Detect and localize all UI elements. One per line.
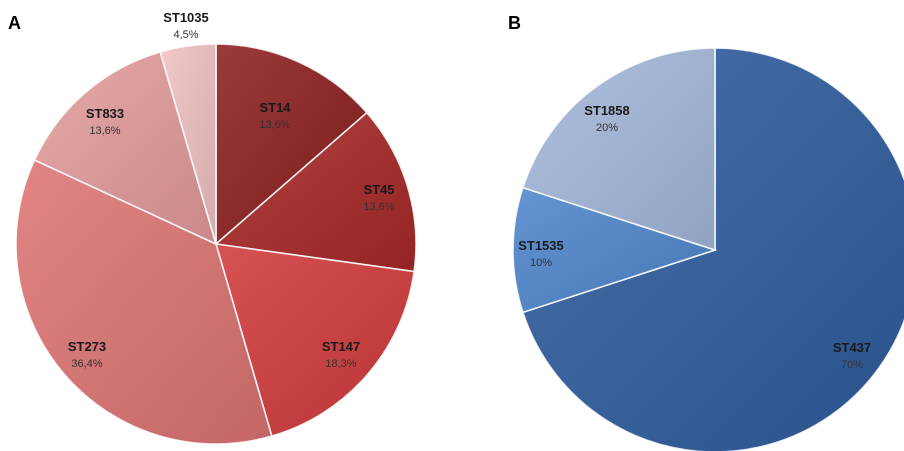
pie-chart-b: ST437 70% ST1535 10% ST1858 20% bbox=[512, 47, 904, 451]
slice-label-st1858: ST1858 bbox=[584, 103, 630, 118]
slice-percent-st1035: 4,5% bbox=[173, 29, 198, 41]
pie-slice-st14 bbox=[215, 43, 368, 246]
slice-percent-st147: 18,3% bbox=[325, 358, 356, 370]
slice-percent-st1858: 20% bbox=[596, 122, 618, 134]
pie-chart-a: ST14 13,6% ST45 13,6% ST147 18,3% ST273 36,4% ST… bbox=[15, 10, 417, 445]
slice-label-st147: ST147 bbox=[322, 339, 360, 354]
slice-label-st833: ST833 bbox=[86, 106, 124, 121]
slice-label-st14: ST14 bbox=[259, 100, 291, 115]
pie-slice-st45 bbox=[214, 111, 417, 273]
pie-slice-st273 bbox=[15, 158, 273, 445]
slice-percent-st45: 13,6% bbox=[363, 201, 394, 213]
pie-slice-st147 bbox=[214, 243, 415, 438]
panel-b-letter: B bbox=[508, 13, 521, 33]
slice-percent-st273: 36,4% bbox=[71, 358, 102, 370]
slice-label-st1035: ST1035 bbox=[163, 10, 209, 25]
slice-percent-st437: 70% bbox=[841, 359, 863, 371]
slice-percent-st14: 13,6% bbox=[259, 119, 290, 131]
pie-slice-st1535 bbox=[512, 186, 718, 314]
slice-label-st273: ST273 bbox=[68, 339, 106, 354]
slice-label-st1535: ST1535 bbox=[518, 238, 564, 253]
slice-label-st437: ST437 bbox=[833, 340, 871, 355]
pie-slice-st1858 bbox=[521, 47, 716, 252]
slice-percent-st1535: 10% bbox=[530, 257, 552, 269]
pie-slice-st833 bbox=[33, 50, 218, 246]
slice-percent-st833: 13,6% bbox=[89, 125, 120, 137]
slice-label-st45: ST45 bbox=[363, 182, 394, 197]
pie-slice-st437 bbox=[521, 47, 904, 451]
pie-slice-st1035 bbox=[159, 43, 217, 245]
panel-a-letter: A bbox=[8, 13, 21, 33]
